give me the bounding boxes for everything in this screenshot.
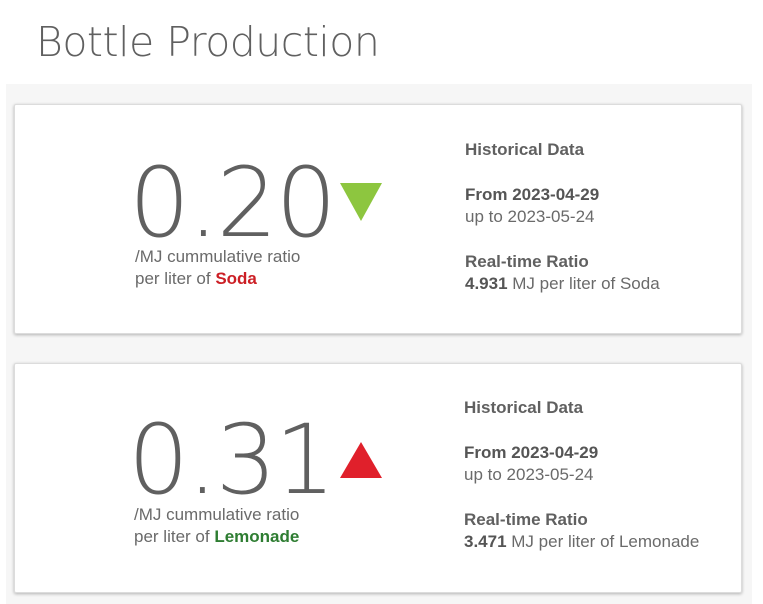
realtime-suffix: MJ per liter of Soda [507,274,660,293]
ratio-caption: /MJ cummulative ratio per liter of Soda [135,246,300,290]
lemonade-metric-card: 0.31 /MJ cummulative ratio per liter of … [14,363,742,593]
trend-up-icon [340,442,382,478]
from-date: From 2023-04-29 [464,443,599,462]
caption-product-line: per liter of Soda [135,268,300,290]
realtime-line: 3.471 MJ per liter of Lemonade [464,531,734,553]
caption-product-line: per liter of Lemonade [134,526,299,548]
from-date: From 2023-04-29 [465,185,600,204]
historical-heading: Historical Data [465,140,585,159]
realtime-value: 4.931 [465,274,508,293]
caption-line: /MJ cummulative ratio [135,247,301,266]
caption-prefix: per liter of [135,269,216,288]
product-name: Soda [215,269,257,288]
product-name: Lemonade [214,527,300,546]
cumulative-ratio-value: 0.20 [129,147,337,259]
historical-info: Historical Data From 2023-04-29 up to 20… [465,139,735,318]
realtime-line: 4.931 MJ per liter of Soda [465,273,735,295]
page-title: Bottle Production [36,18,380,66]
realtime-suffix: MJ per liter of Lemonade [506,532,700,551]
soda-metric-card: 0.20 /MJ cummulative ratio per liter of … [14,104,742,334]
realtime-heading: Real-time Ratio [464,510,588,529]
ratio-caption: /MJ cummulative ratio per liter of Lemon… [134,504,299,548]
to-date: up to 2023-05-24 [464,465,594,484]
caption-prefix: per liter of [134,527,215,546]
historical-heading: Historical Data [464,398,584,417]
realtime-heading: Real-time Ratio [465,252,589,271]
cumulative-ratio-value: 0.31 [128,404,336,516]
caption-line: /MJ cummulative ratio [134,505,300,524]
trend-down-icon [340,183,382,221]
historical-info: Historical Data From 2023-04-29 up to 20… [464,397,734,576]
to-date: up to 2023-05-24 [465,207,595,226]
realtime-value: 3.471 [464,532,507,551]
